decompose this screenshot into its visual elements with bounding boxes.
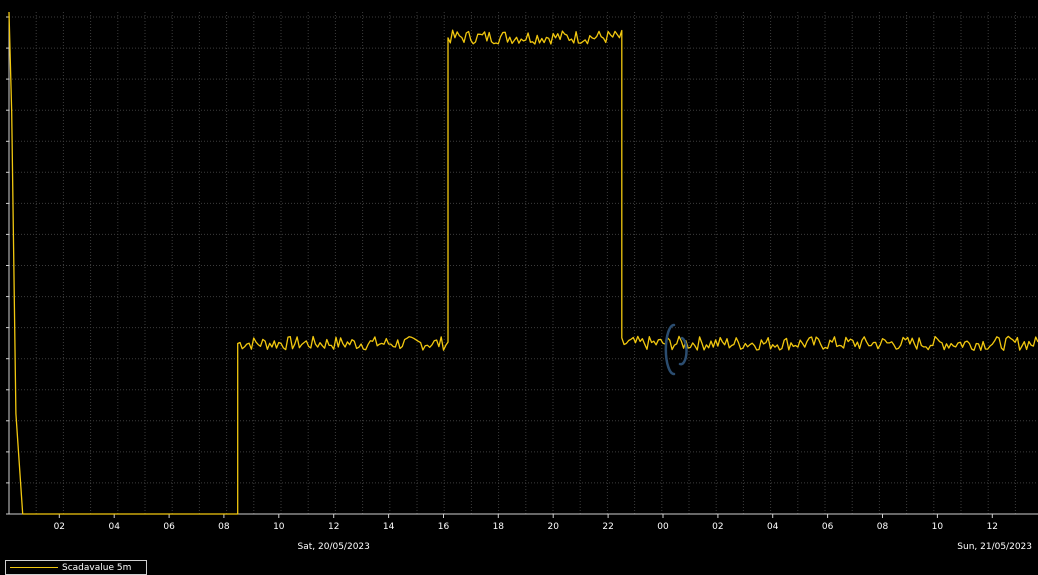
x-tick-label: 06 — [822, 522, 834, 532]
x-tick-label: 02 — [712, 522, 723, 532]
x-tick-label: 08 — [218, 522, 230, 532]
legend-label: Scadavalue 5m — [62, 562, 132, 573]
x-date-label: Sat, 20/05/2023 — [298, 542, 370, 552]
x-tick-label: 22 — [602, 522, 613, 532]
x-tick-label: 04 — [767, 522, 779, 532]
y-axis-ticks — [6, 16, 9, 515]
x-tick-label: 10 — [932, 522, 944, 532]
legend-swatch-icon — [10, 567, 58, 568]
x-tick-label: 14 — [383, 522, 395, 532]
loading-spinner-icon — [664, 323, 688, 376]
x-tick-label: 12 — [987, 522, 998, 532]
x-axis-ticks: 02 04 06 08 10 12 14 16 18 20 22 00 02 04 06 08 10 12 — [54, 514, 998, 532]
x-date-label: Sun, 21/05/2023 — [957, 542, 1032, 552]
x-tick-label: 02 — [54, 522, 65, 532]
legend[interactable]: Scadavalue 5m — [5, 560, 147, 575]
date-labels: Sat, 20/05/2023 Sun, 21/05/2023 — [298, 542, 1032, 552]
x-tick-label: 20 — [547, 522, 559, 532]
grid — [9, 12, 1038, 515]
x-tick-label: 04 — [108, 522, 120, 532]
x-tick-label: 10 — [273, 522, 285, 532]
x-tick-label: 18 — [493, 522, 505, 532]
x-tick-label: 06 — [163, 522, 175, 532]
x-tick-label: 00 — [657, 522, 669, 532]
x-tick-label: 16 — [438, 522, 450, 532]
x-tick-label: 12 — [328, 522, 339, 532]
x-tick-label: 08 — [877, 522, 889, 532]
series-line-scadavalue-5m — [8, 11, 1038, 515]
